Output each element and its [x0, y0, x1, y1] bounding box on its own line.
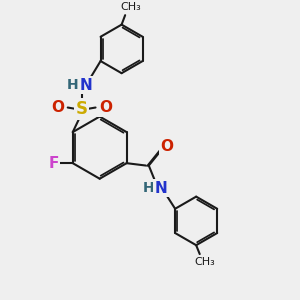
Text: F: F [48, 156, 59, 171]
Text: CH₃: CH₃ [195, 257, 215, 267]
Text: N: N [155, 181, 168, 196]
Text: O: O [99, 100, 112, 115]
Text: H: H [66, 78, 78, 92]
Text: S: S [76, 100, 88, 118]
Text: H: H [143, 181, 154, 195]
Text: O: O [52, 100, 64, 115]
Text: CH₃: CH₃ [120, 2, 141, 13]
Text: O: O [160, 139, 173, 154]
Text: N: N [80, 78, 92, 93]
